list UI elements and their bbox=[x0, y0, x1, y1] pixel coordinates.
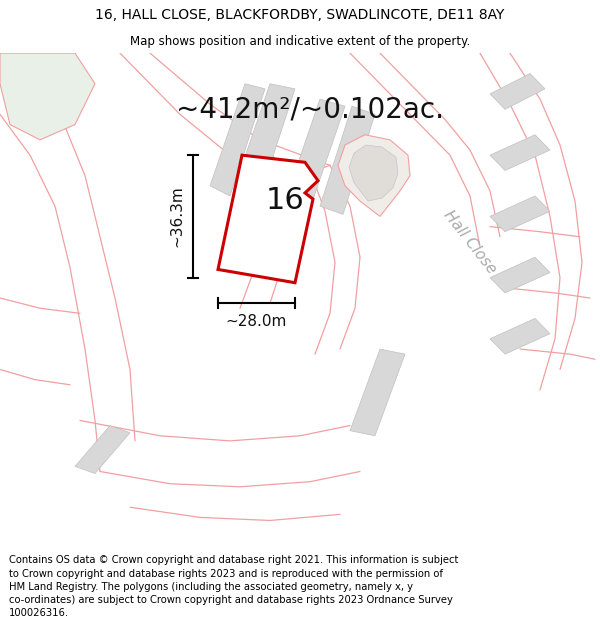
Text: ~28.0m: ~28.0m bbox=[226, 314, 287, 329]
Text: 100026316.: 100026316. bbox=[9, 609, 69, 619]
Polygon shape bbox=[235, 84, 295, 196]
Text: ~36.3m: ~36.3m bbox=[170, 186, 185, 248]
Text: co-ordinates) are subject to Crown copyright and database rights 2023 Ordnance S: co-ordinates) are subject to Crown copyr… bbox=[9, 595, 453, 605]
Text: Map shows position and indicative extent of the property.: Map shows position and indicative extent… bbox=[130, 35, 470, 48]
Polygon shape bbox=[320, 106, 375, 214]
Polygon shape bbox=[350, 349, 405, 436]
Polygon shape bbox=[490, 258, 550, 293]
Polygon shape bbox=[0, 53, 95, 140]
Polygon shape bbox=[338, 135, 410, 216]
Text: Hall Close: Hall Close bbox=[441, 208, 499, 276]
Polygon shape bbox=[75, 426, 130, 474]
Polygon shape bbox=[490, 135, 550, 171]
Polygon shape bbox=[218, 155, 318, 282]
Polygon shape bbox=[210, 84, 265, 196]
Polygon shape bbox=[490, 318, 550, 354]
Text: Contains OS data © Crown copyright and database right 2021. This information is : Contains OS data © Crown copyright and d… bbox=[9, 555, 458, 565]
Text: 16, HALL CLOSE, BLACKFORDBY, SWADLINCOTE, DE11 8AY: 16, HALL CLOSE, BLACKFORDBY, SWADLINCOTE… bbox=[95, 8, 505, 22]
Text: 16: 16 bbox=[266, 186, 305, 216]
Polygon shape bbox=[285, 99, 345, 208]
Polygon shape bbox=[490, 196, 550, 232]
Text: to Crown copyright and database rights 2023 and is reproduced with the permissio: to Crown copyright and database rights 2… bbox=[9, 569, 443, 579]
Polygon shape bbox=[490, 74, 545, 109]
Text: ~412m²/~0.102ac.: ~412m²/~0.102ac. bbox=[176, 95, 444, 123]
Polygon shape bbox=[349, 145, 398, 201]
Text: HM Land Registry. The polygons (including the associated geometry, namely x, y: HM Land Registry. The polygons (includin… bbox=[9, 582, 413, 592]
